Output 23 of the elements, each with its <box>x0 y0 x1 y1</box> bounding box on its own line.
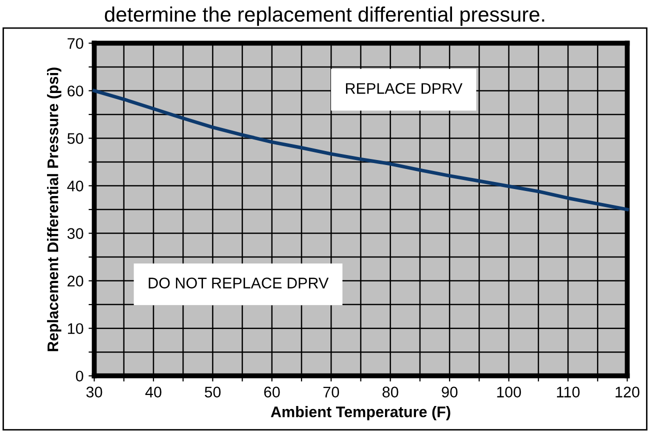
x-tick-label: 50 <box>204 386 221 398</box>
x-tick-label: 40 <box>145 386 162 398</box>
x-tick-label: 120 <box>616 386 640 398</box>
x-tick-label: 90 <box>442 386 458 398</box>
annotation: DO NOT REPLACE DPRV <box>148 278 329 288</box>
x-tick-label: 100 <box>497 386 521 398</box>
y-tick-label: 0 <box>76 370 84 382</box>
annotation: REPLACE DPRV <box>346 83 462 94</box>
x-tick-label: 30 <box>86 386 102 398</box>
x-tick-label: 60 <box>264 386 280 398</box>
y-tick-label: 40 <box>67 180 84 192</box>
x-axis-title: Ambient Temperature (F) <box>270 406 450 420</box>
x-tick-label: 80 <box>382 386 398 398</box>
y-tick-label: 70 <box>68 38 84 49</box>
y-tick-label: 20 <box>68 276 84 286</box>
x-tick-label: 70 <box>323 386 340 398</box>
y-tick-label: 50 <box>67 133 84 144</box>
y-tick-label: 30 <box>67 228 84 239</box>
y-tick-label: 10 <box>68 323 84 334</box>
chart-title: determine the replacement differential pressure. <box>104 6 544 26</box>
x-tick-label: 110 <box>557 386 580 398</box>
y-axis-title: Replacement Differential Pressure (psi) <box>47 68 62 352</box>
y-tick-label: 60 <box>68 86 84 96</box>
